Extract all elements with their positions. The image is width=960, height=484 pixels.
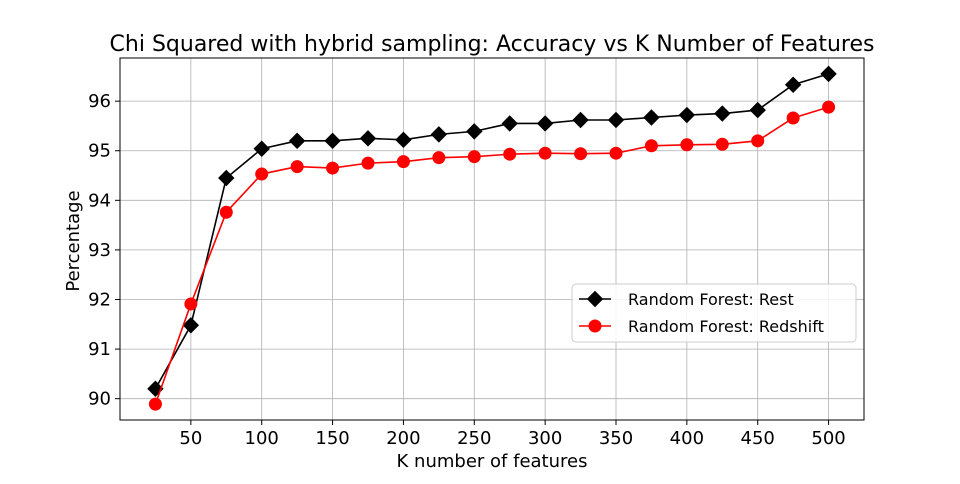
legend-marker [586, 290, 604, 308]
x-tick-label: 250 [457, 428, 491, 449]
y-tick-label: 96 [88, 91, 111, 112]
data-point [255, 167, 269, 181]
data-point [822, 100, 836, 114]
data-point [361, 156, 375, 170]
data-point [503, 147, 517, 161]
data-point [324, 132, 341, 150]
x-tick-label: 150 [315, 428, 349, 449]
data-point [644, 139, 658, 153]
data-point [572, 111, 589, 129]
data-point [466, 123, 483, 140]
legend-label: Random Forest: Redshift [628, 317, 824, 336]
chart-legend: Random Forest: Rest Random Forest: Redshi… [571, 283, 857, 343]
y-tick-label: 95 [88, 141, 111, 162]
data-point [643, 109, 660, 126]
x-tick-label: 300 [528, 428, 562, 449]
data-point [749, 101, 766, 119]
data-point [430, 126, 448, 143]
data-point [715, 137, 729, 151]
data-point [678, 106, 696, 124]
x-tick-label: 500 [811, 428, 845, 449]
data-point [751, 134, 765, 148]
x-tick-label: 350 [599, 428, 633, 449]
data-point [432, 151, 446, 165]
data-point [786, 111, 800, 125]
data-point [607, 111, 625, 129]
chart-title: Chi Squared with hybrid sampling: Accura… [110, 32, 875, 57]
x-tick-label: 100 [245, 428, 279, 449]
data-point [536, 115, 554, 132]
data-point [184, 297, 198, 311]
y-tick-label: 90 [88, 389, 111, 410]
data-point [395, 131, 412, 149]
legend-marker [588, 319, 602, 333]
y-axis-label: Percentage [63, 190, 84, 291]
data-point [501, 115, 518, 132]
data-point [359, 130, 377, 147]
data-point [219, 205, 233, 219]
y-tick-label: 92 [88, 289, 111, 310]
y-tick-label: 93 [88, 240, 111, 261]
data-point [290, 160, 304, 174]
data-point [714, 105, 731, 122]
x-tick-label: 200 [386, 428, 420, 449]
data-point [396, 155, 410, 169]
series-random-forest-rest [147, 65, 837, 397]
data-point [253, 140, 270, 157]
x-tick-label: 50 [179, 428, 202, 449]
data-series [147, 65, 837, 411]
data-point [609, 146, 623, 160]
axis-ticks: 50 100 150 200 250 300 350 400 450 500 90 91 92 93 94 9… [88, 91, 846, 449]
series-random-forest-redshift [148, 100, 836, 411]
data-point [326, 161, 340, 175]
x-tick-label: 400 [670, 428, 704, 449]
x-axis-label: K number of features [397, 451, 588, 472]
legend-box [571, 283, 857, 343]
y-tick-label: 94 [88, 190, 111, 211]
data-point [182, 317, 200, 334]
data-point [820, 65, 837, 83]
data-point [288, 132, 306, 150]
y-tick-label: 91 [88, 339, 111, 360]
data-point [467, 150, 481, 164]
data-point [538, 146, 552, 160]
plot-area [119, 57, 865, 421]
x-tick-label: 450 [741, 428, 775, 449]
data-point [218, 169, 235, 187]
data-point [680, 138, 694, 152]
data-point [784, 76, 802, 93]
series-line [154, 106, 829, 405]
data-point [148, 397, 162, 411]
data-point [574, 147, 588, 161]
legend-label: Random Forest: Rest [628, 290, 794, 309]
